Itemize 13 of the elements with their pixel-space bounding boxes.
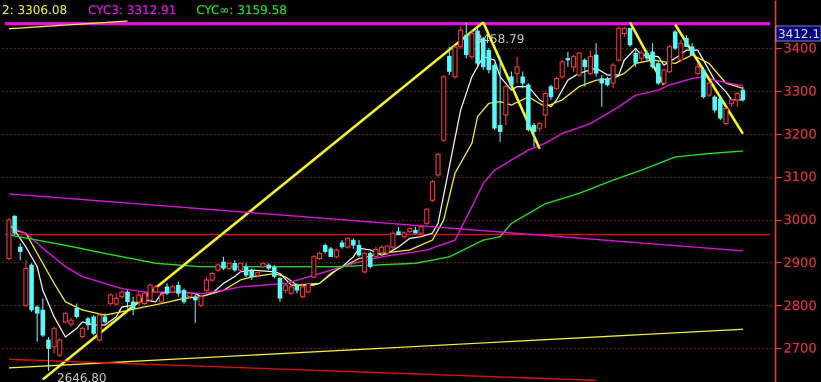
annotation: 2646.80 bbox=[56, 370, 107, 382]
y-tick-label: 3200 bbox=[784, 127, 817, 142]
y-tick-label: 3400 bbox=[784, 42, 817, 57]
y-tick-label: 3300 bbox=[784, 84, 817, 100]
y-tick-label: 3000 bbox=[784, 213, 817, 228]
annotation: CYC∞: 3159.58 bbox=[196, 3, 287, 17]
text: 3412.1 bbox=[778, 27, 820, 41]
annotation: CYC3: 3312.91 bbox=[88, 3, 176, 17]
annotation: 2: 3306.08 bbox=[2, 3, 68, 17]
y-tick-label: 2700 bbox=[784, 342, 817, 357]
y-tick-label: 2800 bbox=[784, 298, 817, 314]
y-tick-label: 3100 bbox=[784, 170, 817, 186]
y-tick-label: 2900 bbox=[784, 256, 817, 271]
